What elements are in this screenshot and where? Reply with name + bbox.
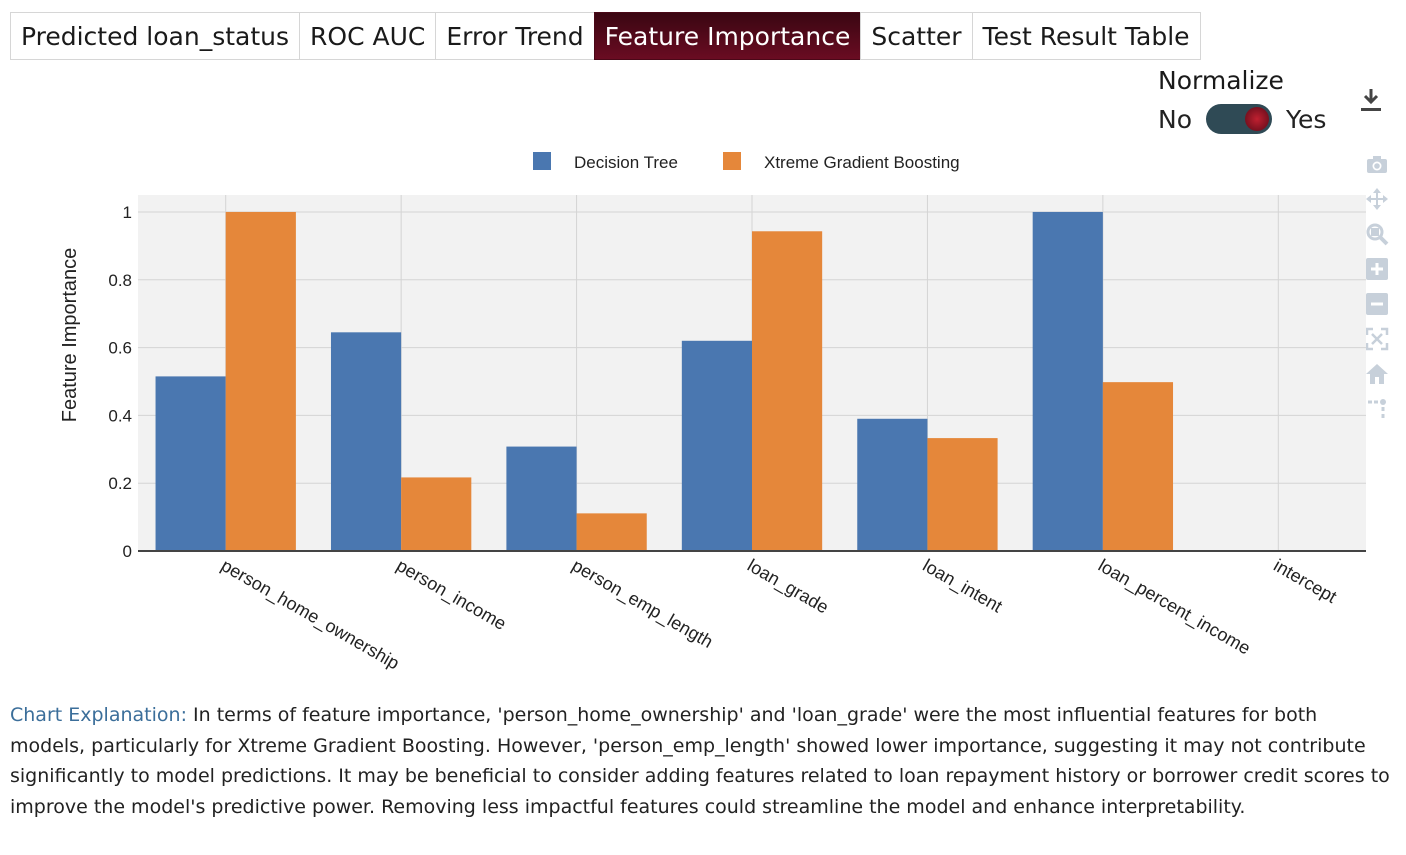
bar-decision-tree-loan-intent[interactable] <box>857 418 928 551</box>
x-tick-label: person_home_ownership <box>217 555 403 674</box>
zoom-icon[interactable] <box>1365 222 1389 246</box>
bar-decision-tree-loan-grade[interactable] <box>681 340 752 551</box>
bar-xgboost-person-emp-length[interactable] <box>576 513 647 551</box>
toggle-knob <box>1245 107 1269 131</box>
normalize-yes-label: Yes <box>1286 104 1327 134</box>
tab-feature-importance[interactable]: Feature Importance <box>593 12 862 60</box>
home-icon[interactable] <box>1365 362 1389 386</box>
normalize-toggle[interactable] <box>1206 104 1272 134</box>
y-tick-label: 0.6 <box>108 339 132 358</box>
bar-decision-tree-person-emp-length[interactable] <box>506 446 577 551</box>
legend-swatch-decision-tree <box>533 152 551 170</box>
bar-decision-tree-loan-percent-income[interactable] <box>1032 211 1103 551</box>
normalize-toggle-row: No Yes <box>1158 104 1326 134</box>
x-tick-label: intercept <box>1270 555 1340 607</box>
zoom-out-icon[interactable] <box>1365 292 1389 316</box>
x-tick-label: loan_intent <box>919 555 1006 617</box>
feature-importance-chart: Decision Tree Xtreme Gradient Boosting 0… <box>59 152 1366 674</box>
download-icon[interactable] <box>1358 86 1384 114</box>
bar-xgboost-loan-intent[interactable] <box>927 438 998 551</box>
legend-label-xgboost: Xtreme Gradient Boosting <box>764 153 960 172</box>
pan-icon[interactable] <box>1365 187 1389 211</box>
x-tick-label: loan_percent_income <box>1094 555 1254 659</box>
bar-xgboost-person-income[interactable] <box>401 477 472 551</box>
bar-decision-tree-person-income[interactable] <box>330 332 402 551</box>
tab-predicted-loan-status[interactable]: Predicted loan_status <box>10 12 301 60</box>
chart-explanation: Chart Explanation: In terms of feature i… <box>10 700 1395 822</box>
y-tick-label: 0.4 <box>108 406 132 425</box>
bar-xgboost-loan-percent-income[interactable] <box>1102 382 1174 551</box>
normalize-no-label: No <box>1158 104 1192 134</box>
tab-roc-auc[interactable]: ROC AUC <box>299 12 437 60</box>
y-axis-label: Feature Importance <box>59 248 81 423</box>
chart-explanation-text: In terms of feature importance, 'person_… <box>10 704 1390 818</box>
x-tick-label: loan_grade <box>744 555 833 618</box>
bar-xgboost-person-home-ownership[interactable] <box>225 211 296 551</box>
bar-xgboost-loan-grade[interactable] <box>752 231 823 552</box>
y-tick-label: 0.8 <box>108 271 132 290</box>
x-tick-label: person_emp_length <box>568 555 716 653</box>
y-tick-label: 0.2 <box>108 474 132 493</box>
bars <box>155 211 1174 552</box>
chart-explanation-label: Chart Explanation: <box>10 704 187 726</box>
tab-error-trend[interactable]: Error Trend <box>435 12 595 60</box>
normalize-title: Normalize <box>1158 66 1284 95</box>
legend-swatch-xgboost <box>723 152 741 170</box>
bar-decision-tree-person-home-ownership[interactable] <box>155 376 226 551</box>
spike-lines-icon[interactable] <box>1365 397 1389 421</box>
zoom-in-icon[interactable] <box>1365 257 1389 281</box>
legend-label-decision-tree: Decision Tree <box>574 153 678 172</box>
y-tick-label: 0 <box>123 542 132 561</box>
camera-icon[interactable] <box>1365 152 1389 176</box>
tab-scatter[interactable]: Scatter <box>860 12 973 60</box>
chart-legend: Decision Tree Xtreme Gradient Boosting <box>533 152 960 172</box>
y-axis-ticks: 0 0.2 0.4 0.6 0.8 1 <box>108 203 132 561</box>
tab-bar: Predicted loan_status ROC AUC Error Tren… <box>10 12 1201 60</box>
x-tick-label: person_income <box>393 555 510 635</box>
tab-test-result-table[interactable]: Test Result Table <box>971 12 1201 60</box>
y-tick-label: 1 <box>123 203 132 222</box>
autoscale-icon[interactable] <box>1365 327 1389 351</box>
